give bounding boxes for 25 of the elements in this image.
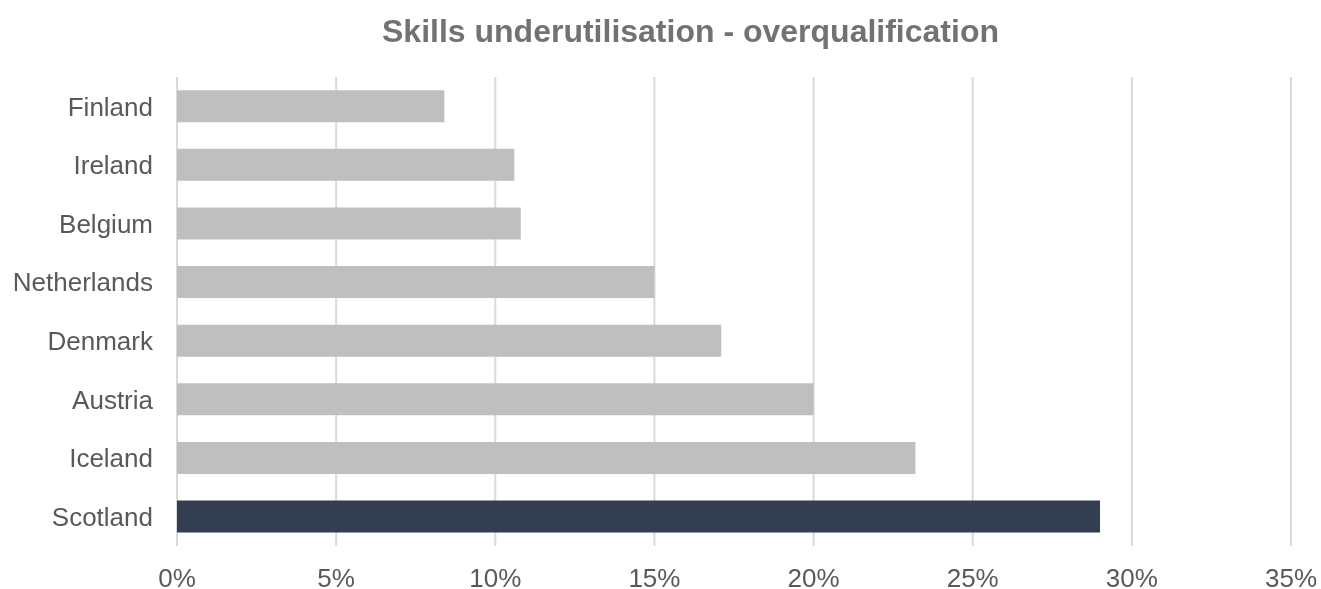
y-tick-label: Austria (72, 384, 154, 415)
x-tick-label: 0% (158, 563, 196, 589)
y-tick-label: Ireland (73, 150, 153, 181)
chart-title: Skills underutilisation - overqualification (381, 12, 1000, 50)
x-tick-label: 35% (1264, 563, 1318, 589)
bar (177, 90, 445, 123)
x-tick-label: 20% (787, 563, 840, 589)
bar (177, 500, 1101, 533)
x-tick-label: 25% (946, 563, 999, 589)
y-tick-label: Iceland (69, 443, 153, 474)
x-tick-label: 30% (1105, 563, 1158, 589)
bar (177, 266, 655, 299)
y-tick-label: Netherlands (12, 267, 153, 298)
x-tick-label: 5% (317, 563, 355, 589)
bar (177, 148, 515, 181)
y-tick-label: Finland (67, 91, 153, 122)
y-tick-label: Scotland (51, 501, 153, 532)
bar (177, 383, 814, 416)
x-tick-label: 10% (469, 563, 522, 589)
y-tick-label: Belgium (59, 208, 153, 239)
bar (177, 441, 916, 474)
x-tick-label: 15% (628, 563, 681, 589)
bar (177, 207, 521, 240)
y-tick-label: Denmark (47, 326, 154, 357)
bar (177, 324, 722, 357)
